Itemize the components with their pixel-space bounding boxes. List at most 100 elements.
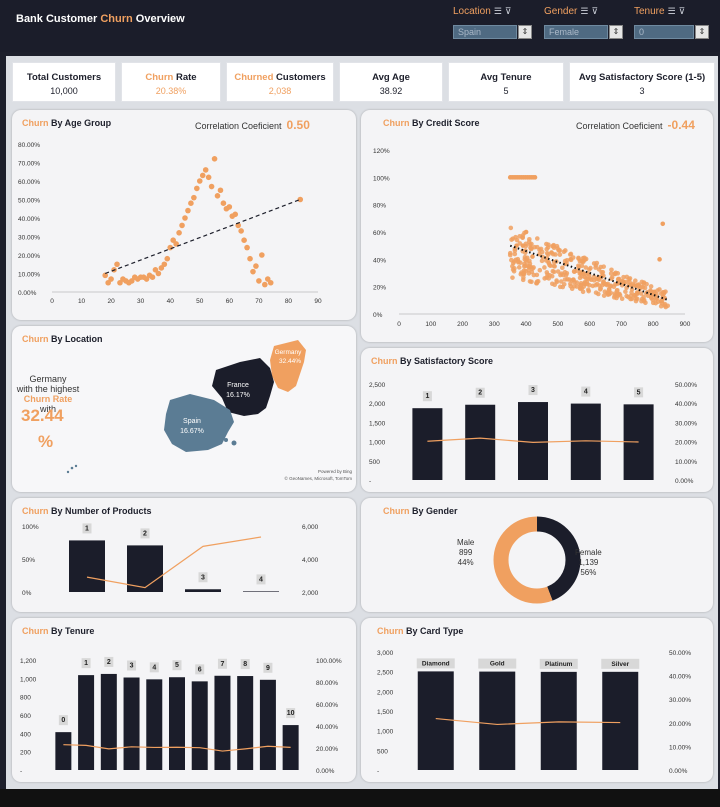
data-point [576, 255, 581, 261]
x-tick-label: 300 [489, 321, 500, 328]
y2-tick-label: 10.00% [675, 459, 697, 466]
category-label-box [256, 574, 266, 585]
island [70, 466, 74, 470]
kpi-value: 2,038 [268, 86, 292, 96]
data-point [615, 287, 620, 293]
data-point [648, 284, 654, 289]
category-label: 4 [584, 389, 588, 396]
data-point [564, 270, 570, 276]
data-point [523, 268, 528, 274]
card-title: Churn By Card Type [377, 626, 464, 636]
clear-filter-icon[interactable]: ⊽ [678, 6, 686, 16]
data-point [574, 280, 580, 285]
gender-filter-input[interactable]: Female [544, 25, 608, 39]
data-point [633, 298, 639, 304]
category-label-box [58, 715, 68, 726]
data-point [508, 225, 514, 231]
data-point [614, 295, 619, 301]
donut-slice [493, 516, 581, 604]
rate-line [86, 536, 262, 589]
location-spinner-icon[interactable]: ⇕ [518, 25, 532, 39]
data-point [551, 242, 556, 248]
y-tick-label: 30.00% [18, 235, 40, 242]
category-label-box [149, 662, 159, 673]
data-point [651, 289, 657, 295]
data-point [554, 278, 559, 283]
data-point [660, 221, 666, 227]
data-point [621, 274, 626, 280]
location-filter-input[interactable]: Spain [453, 25, 517, 39]
data-point [202, 167, 209, 173]
data-point [532, 175, 538, 180]
france-map-value: 16.17% [226, 392, 250, 399]
y-tick-label: 2,000 [377, 689, 394, 696]
location-note: Germany with the highest Churn Rate with [16, 374, 80, 414]
data-point [526, 271, 532, 276]
data-point [244, 244, 250, 251]
y2-tick-label: 6,000 [302, 524, 319, 531]
y-tick-label: 200 [20, 750, 31, 757]
category-label: 2 [107, 659, 111, 666]
bar [259, 679, 276, 770]
data-point [511, 259, 517, 264]
kpi-value: 10,000 [50, 86, 78, 96]
clear-filter-icon[interactable]: ⊽ [591, 6, 599, 16]
data-point [609, 267, 614, 273]
y-tick-label: 50.00% [18, 198, 40, 205]
data-point [563, 248, 568, 253]
category-label: 9 [266, 665, 270, 672]
data-point [217, 187, 224, 194]
x-tick-label: 30 [137, 298, 145, 305]
bar [123, 677, 140, 770]
data-point [267, 279, 274, 286]
data-point [576, 263, 581, 269]
data-point [624, 293, 629, 299]
clear-filter-icon[interactable]: ⊽ [504, 6, 512, 16]
gender-label: Gender [544, 6, 578, 17]
data-point [551, 269, 557, 275]
data-point [591, 261, 597, 266]
tenure-label: Tenure [634, 6, 665, 17]
category-label-box [172, 660, 182, 671]
multi-select-icon[interactable]: ☰ [493, 6, 502, 16]
data-point [608, 283, 614, 289]
tenure-slicer-label: Tenure ☰ ⊽ [634, 6, 685, 17]
data-point [544, 246, 550, 252]
category-label: 2 [478, 390, 482, 397]
bar [185, 589, 221, 592]
bar [69, 540, 105, 592]
multi-select-icon[interactable]: ☰ [580, 6, 589, 16]
header-bar: Bank Customer Churn Overview Location ☰ ⊽ … [0, 0, 720, 52]
multi-select-icon[interactable]: ☰ [667, 6, 676, 16]
category-label: 4 [259, 576, 263, 583]
satisfaction-chart-card: Churn By Satisfactory Score - 500 1,000 1,5… [361, 348, 713, 492]
kpi-value: 5 [503, 86, 509, 96]
tenure-spinner-icon[interactable]: ⇕ [695, 25, 709, 39]
data-point [544, 241, 549, 247]
x-tick-label: 40 [167, 298, 175, 305]
x-tick-label: 0 [397, 321, 401, 328]
island [231, 440, 237, 446]
card-title: Churn By Age Group [22, 118, 112, 128]
data-point [557, 248, 563, 253]
tenure-filter-input[interactable]: 0 [634, 25, 694, 39]
kpi-label: Customers [273, 72, 326, 83]
data-point [583, 256, 589, 262]
satisfaction-bar-chart: - 500 1,000 1,500 2,000 2,500 0.00% 10.00% 20.00… [369, 382, 697, 485]
category-label: 4 [152, 664, 156, 671]
category-label-box [601, 658, 640, 669]
category-label-box [263, 662, 273, 673]
data-point [523, 229, 529, 235]
y-tick-label: 0% [22, 590, 32, 597]
card-title: Churn By Satisfactory Score [371, 356, 494, 366]
y2-tick-label: 0.00% [669, 768, 688, 775]
y2-tick-label: 4,000 [302, 557, 319, 564]
bar [78, 675, 95, 770]
y-tick-label: 10.00% [18, 272, 40, 279]
data-point [608, 271, 614, 276]
data-point [567, 252, 573, 257]
y-tick-label: 0.00% [18, 290, 37, 297]
data-point [262, 281, 268, 288]
gender-spinner-icon[interactable]: ⇕ [609, 25, 623, 39]
y-tick-label: 2,500 [377, 670, 394, 677]
